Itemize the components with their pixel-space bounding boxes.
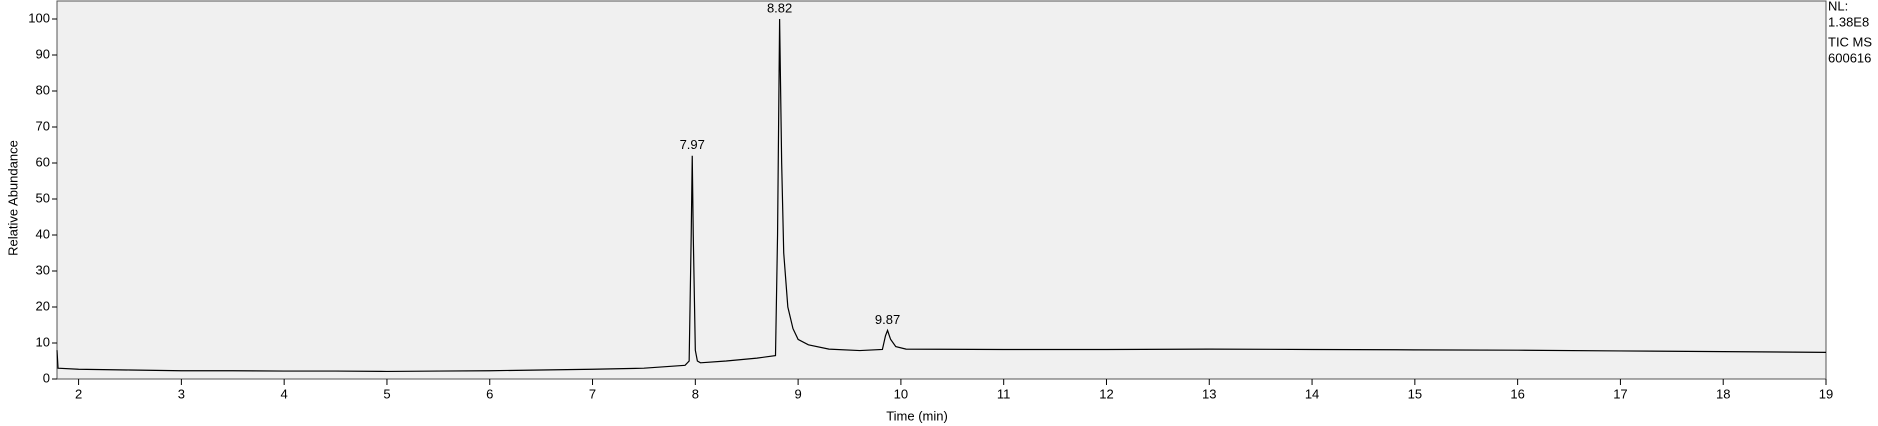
peak-label: 8.82	[767, 0, 792, 15]
y-tick-label: 60	[36, 154, 50, 169]
x-tick-label: 13	[1202, 386, 1216, 401]
y-tick-label: 80	[36, 82, 50, 97]
info-text: 600616	[1828, 50, 1871, 65]
info-text: 1.38E8	[1828, 14, 1869, 29]
y-tick-label: 0	[43, 370, 50, 385]
y-tick-label: 70	[36, 118, 50, 133]
x-tick-label: 19	[1819, 386, 1833, 401]
x-tick-label: 2	[75, 386, 82, 401]
x-tick-label: 14	[1305, 386, 1319, 401]
y-tick-label: 10	[36, 334, 50, 349]
y-tick-label: 40	[36, 226, 50, 241]
plot-area	[56, 0, 1827, 380]
y-tick-label: 20	[36, 298, 50, 313]
x-tick-label: 18	[1716, 386, 1730, 401]
x-tick-label: 6	[486, 386, 493, 401]
x-tick-label: 9	[794, 386, 801, 401]
info-text: NL:	[1828, 0, 1848, 13]
x-tick-label: 3	[178, 386, 185, 401]
y-axis-title: Relative Abundance	[5, 140, 20, 256]
y-tick-label: 90	[36, 46, 50, 61]
y-tick-label: 50	[36, 190, 50, 205]
x-tick-label: 12	[1099, 386, 1113, 401]
x-axis-title: Time (min)	[886, 408, 948, 423]
info-text: TIC MS	[1828, 34, 1872, 49]
peak-label: 9.87	[875, 312, 900, 327]
x-tick-label: 16	[1510, 386, 1524, 401]
x-tick-label: 7	[589, 386, 596, 401]
x-tick-label: 11	[997, 386, 1011, 401]
y-tick-label: 100	[28, 10, 50, 25]
x-tick-label: 15	[1408, 386, 1422, 401]
x-tick-label: 17	[1613, 386, 1627, 401]
trace	[56, 18, 1827, 373]
x-tick-label: 10	[894, 386, 908, 401]
peak-label: 7.97	[680, 137, 705, 152]
y-tick-label: 30	[36, 262, 50, 277]
x-tick-label: 8	[692, 386, 699, 401]
x-tick-label: 4	[281, 386, 288, 401]
x-tick-label: 5	[383, 386, 390, 401]
